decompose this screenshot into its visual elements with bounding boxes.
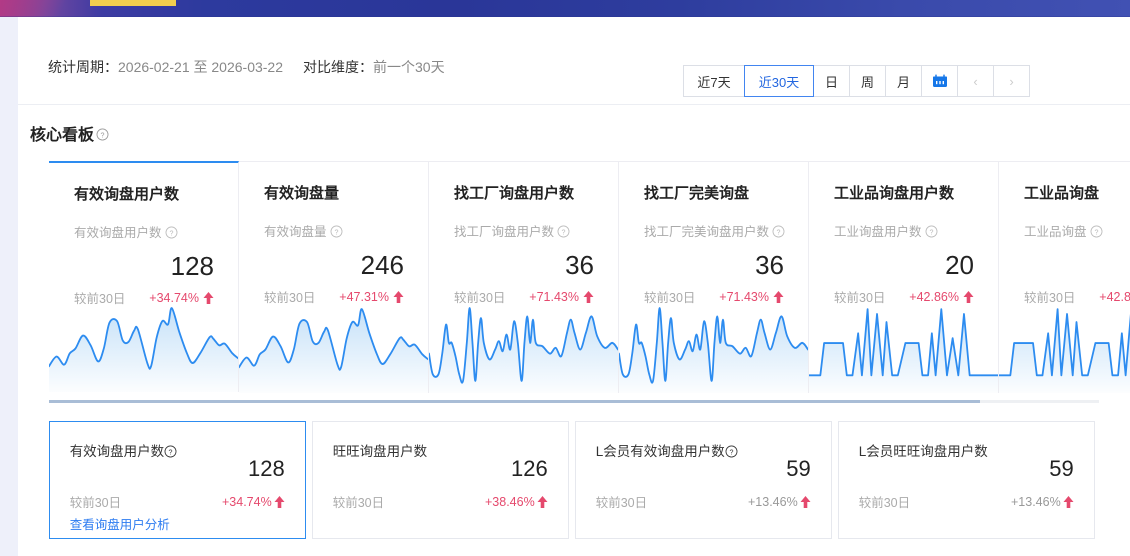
svg-text:?: ? (101, 131, 105, 139)
svg-text:?: ? (1095, 228, 1099, 236)
svg-text:?: ? (169, 448, 173, 456)
svg-text:?: ? (562, 228, 566, 236)
svg-text:?: ? (335, 228, 339, 236)
svg-text:?: ? (729, 448, 733, 456)
svg-text:?: ? (777, 228, 781, 236)
svg-text:?: ? (170, 229, 174, 237)
svg-text:?: ? (930, 228, 934, 236)
